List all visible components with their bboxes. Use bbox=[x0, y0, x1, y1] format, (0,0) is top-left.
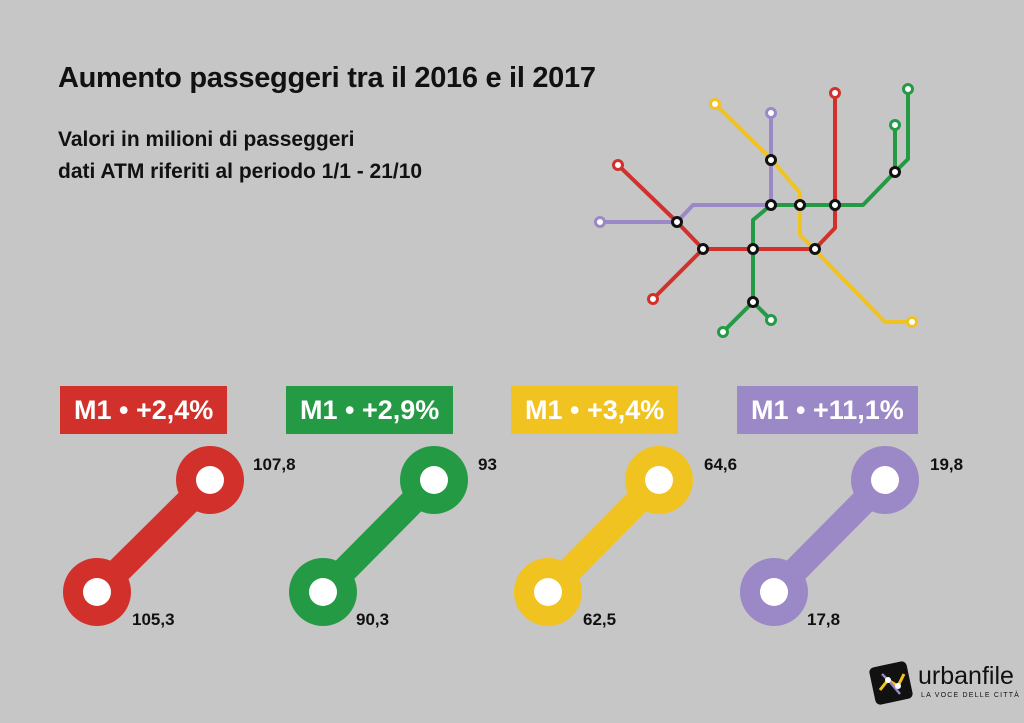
urbanfile-logo: urbanfile LA VOCE DELLE CITTÀ bbox=[868, 656, 1021, 712]
yellow-value-2017: 64,6 bbox=[704, 455, 738, 474]
metro-line-purple bbox=[598, 111, 773, 224]
yellow-line-badge: M1 • +3,4% bbox=[511, 386, 679, 434]
line-card-yellow: M1 • +3,4% 64,6 62,5 bbox=[511, 382, 741, 682]
yellow-value-2016: 62,5 bbox=[583, 610, 617, 629]
metro-line-red-branch bbox=[651, 247, 705, 301]
line-card-red: M1 • +2,4% 107,8 105,3 bbox=[60, 382, 296, 682]
page-subtitle: Valori in milioni di passeggeri dati ATM… bbox=[58, 124, 422, 188]
line-card-purple: M1 • +11,1% 19,8 17,8 bbox=[737, 382, 967, 682]
purple-line-segment-graphic bbox=[740, 446, 919, 626]
subtitle-line-1: Valori in milioni di passeggeri bbox=[58, 128, 355, 151]
red-line-segment-graphic bbox=[63, 446, 244, 626]
subtitle-line-2: dati ATM riferiti al periodo 1/1 - 21/10 bbox=[58, 160, 423, 183]
red-value-2017: 107,8 bbox=[253, 455, 296, 474]
brand-tagline: LA VOCE DELLE CITTÀ bbox=[921, 692, 1021, 699]
metro-line-green bbox=[721, 123, 897, 334]
metro-line-green-branch bbox=[893, 87, 910, 174]
urbanfile-logo-icon bbox=[869, 661, 913, 705]
purple-value-2016: 17,8 bbox=[807, 610, 841, 629]
brand-name: urbanfile bbox=[918, 662, 1014, 690]
line-card-green: M1 • +2,9% 93 90,3 bbox=[286, 382, 516, 682]
purple-line-badge: M1 • +11,1% bbox=[737, 386, 918, 434]
yellow-line-segment-graphic bbox=[514, 446, 693, 626]
green-line-segment-graphic bbox=[289, 446, 468, 626]
purple-value-2017: 19,8 bbox=[930, 455, 964, 474]
green-value-2016: 90,3 bbox=[356, 610, 390, 629]
page-title: Aumento passeggeri tra il 2016 e il 2017 bbox=[58, 62, 596, 94]
green-value-2017: 93 bbox=[478, 455, 497, 474]
metro-line-yellow bbox=[713, 102, 914, 324]
red-line-badge: M1 • +2,4% bbox=[60, 386, 228, 434]
green-line-badge: M1 • +2,9% bbox=[286, 386, 454, 434]
red-value-2016: 105,3 bbox=[132, 610, 175, 629]
